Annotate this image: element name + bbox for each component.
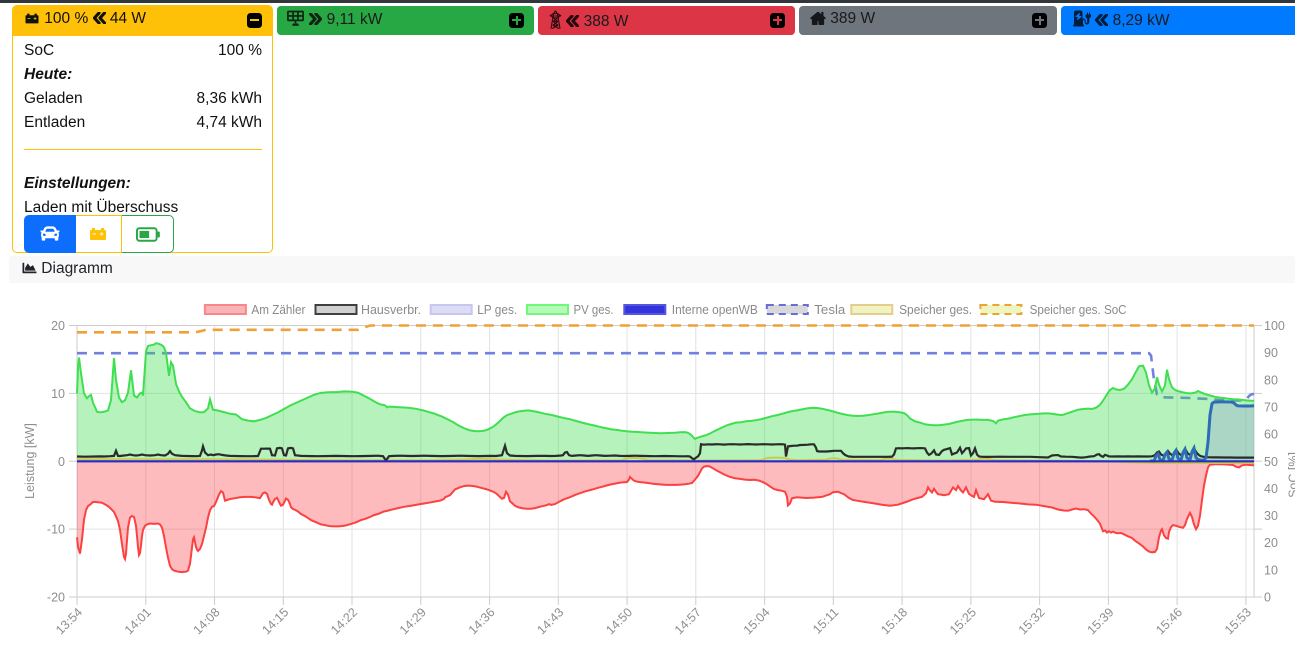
svg-text:14:15: 14:15 <box>259 605 291 637</box>
svg-text:80: 80 <box>1264 373 1278 387</box>
svg-text:90: 90 <box>1264 346 1278 360</box>
svg-text:15:11: 15:11 <box>810 605 841 636</box>
svg-text:14:50: 14:50 <box>603 605 635 637</box>
svg-text:-20: -20 <box>47 591 65 605</box>
svg-text:15:46: 15:46 <box>1153 605 1185 637</box>
svg-text:20: 20 <box>1264 536 1278 550</box>
svg-text:15:18: 15:18 <box>878 605 910 637</box>
svg-text:70: 70 <box>1264 401 1278 415</box>
svg-text:14:01: 14:01 <box>122 605 154 637</box>
svg-text:30: 30 <box>1264 509 1278 523</box>
svg-text:14:29: 14:29 <box>397 605 429 637</box>
svg-text:Leistung [kW]: Leistung [kW] <box>23 423 37 499</box>
svg-text:10: 10 <box>51 387 65 401</box>
svg-text:Tesla: Tesla <box>814 302 846 317</box>
svg-text:15:25: 15:25 <box>947 605 979 637</box>
svg-text:SoC [%]: SoC [%] <box>1287 452 1295 498</box>
svg-text:15:32: 15:32 <box>1016 605 1048 637</box>
svg-text:15:39: 15:39 <box>1085 605 1117 637</box>
svg-text:60: 60 <box>1264 428 1278 442</box>
svg-text:15:53: 15:53 <box>1222 605 1254 637</box>
svg-text:Interne openWB: Interne openWB <box>672 302 758 317</box>
svg-text:100: 100 <box>1264 319 1285 333</box>
svg-text:14:36: 14:36 <box>466 605 498 637</box>
svg-text:Hausverbr.: Hausverbr. <box>361 302 421 317</box>
svg-text:20: 20 <box>51 319 65 333</box>
svg-text:13:54: 13:54 <box>53 605 85 637</box>
svg-text:50: 50 <box>1264 455 1278 469</box>
svg-text:Speicher ges. SoC: Speicher ges. SoC <box>1030 302 1127 317</box>
svg-text:10: 10 <box>1264 563 1278 577</box>
svg-text:0: 0 <box>58 455 65 469</box>
svg-text:14:08: 14:08 <box>191 605 223 637</box>
svg-text:15:04: 15:04 <box>741 605 773 637</box>
svg-text:40: 40 <box>1264 482 1278 496</box>
svg-text:14:43: 14:43 <box>534 605 566 637</box>
svg-text:PV ges.: PV ges. <box>574 302 614 317</box>
svg-text:-10: -10 <box>47 523 65 537</box>
svg-text:Am Zähler: Am Zähler <box>251 302 306 317</box>
svg-text:14:57: 14:57 <box>672 605 704 637</box>
svg-text:Speicher ges.: Speicher ges. <box>899 302 972 317</box>
svg-text:0: 0 <box>1264 591 1271 605</box>
svg-text:LP ges.: LP ges. <box>477 302 517 317</box>
svg-text:14:22: 14:22 <box>328 605 360 637</box>
